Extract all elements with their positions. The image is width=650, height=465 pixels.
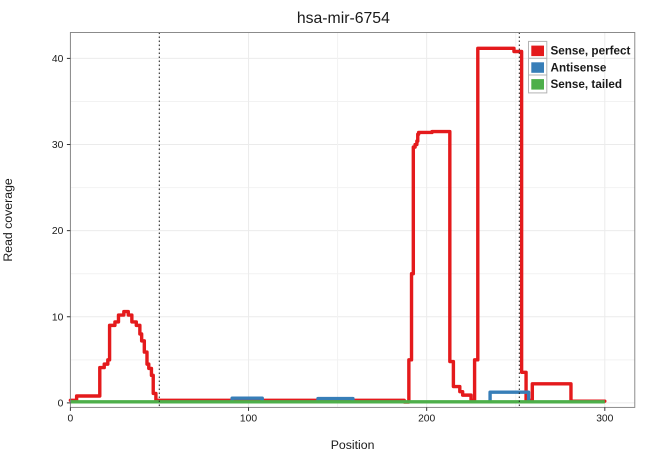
svg-text:20: 20 [52, 226, 64, 237]
svg-text:hsa-mir-6754: hsa-mir-6754 [297, 10, 390, 27]
svg-text:Antisense: Antisense [551, 61, 607, 74]
svg-text:200: 200 [418, 413, 435, 424]
svg-text:0: 0 [58, 398, 64, 409]
svg-text:40: 40 [52, 54, 64, 65]
svg-text:Read coverage: Read coverage [1, 178, 15, 262]
svg-text:100: 100 [240, 413, 257, 424]
svg-text:Sense, tailed: Sense, tailed [551, 78, 622, 91]
svg-text:Sense, perfect: Sense, perfect [551, 45, 631, 58]
svg-text:Position: Position [331, 438, 375, 452]
svg-text:30: 30 [52, 140, 64, 151]
svg-text:10: 10 [52, 312, 64, 323]
svg-text:300: 300 [596, 413, 613, 424]
svg-text:0: 0 [68, 413, 74, 424]
